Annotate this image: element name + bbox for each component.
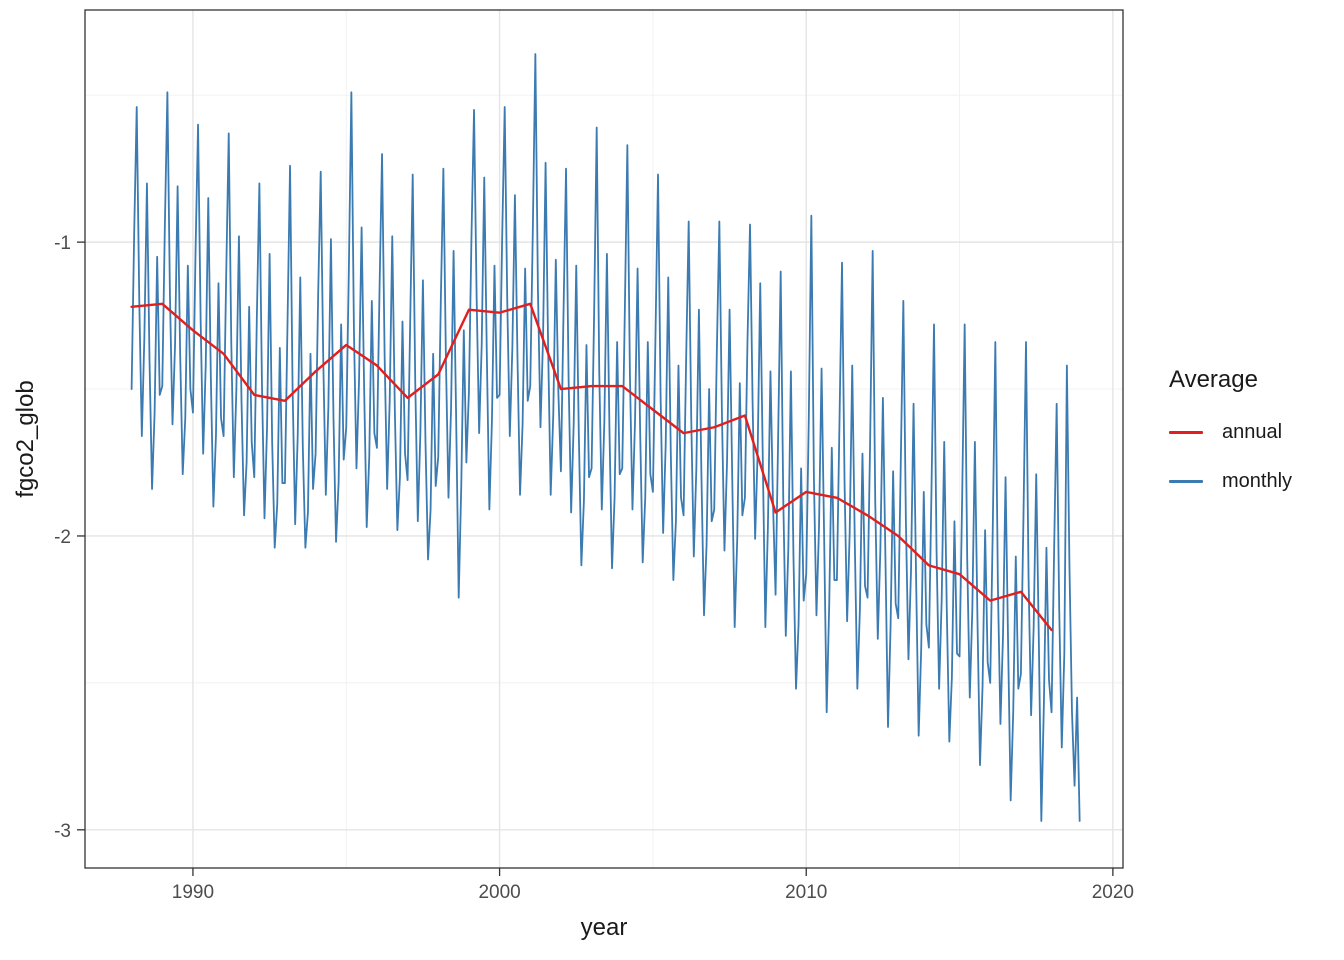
- legend: Average annual monthly: [1163, 366, 1292, 506]
- annual-line: [130, 302, 1053, 632]
- monthly-line: [130, 53, 1081, 822]
- legend-entry-annual: annual: [1163, 408, 1292, 457]
- legend-label-monthly: monthly: [1222, 470, 1293, 492]
- legend-label-annual: annual: [1222, 421, 1283, 443]
- x-tick-label: 2010: [785, 882, 827, 903]
- axes: 1990 2000 2010 2020 -1 -2 -3: [54, 233, 1134, 903]
- x-tick-label: 2020: [1092, 882, 1134, 903]
- legend-entries: annual monthly: [1163, 408, 1292, 506]
- y-axis-title: fgco2_glob: [12, 380, 39, 498]
- panel-border: [84, 9, 1124, 869]
- x-tick-label: 1990: [172, 882, 214, 903]
- x-axis-title: year: [580, 914, 628, 941]
- legend-entry-monthly: monthly: [1163, 457, 1292, 506]
- y-tick-label: -3: [54, 821, 71, 842]
- y-tick-label: -1: [54, 233, 71, 254]
- legend-title: Average: [1169, 366, 1258, 393]
- legend-key-monthly-icon: [1169, 480, 1203, 483]
- x-tick-label: 2000: [478, 882, 520, 903]
- y-tick-label: -2: [54, 527, 71, 548]
- data-lines: [130, 53, 1081, 822]
- legend-key-annual-icon: [1169, 431, 1203, 434]
